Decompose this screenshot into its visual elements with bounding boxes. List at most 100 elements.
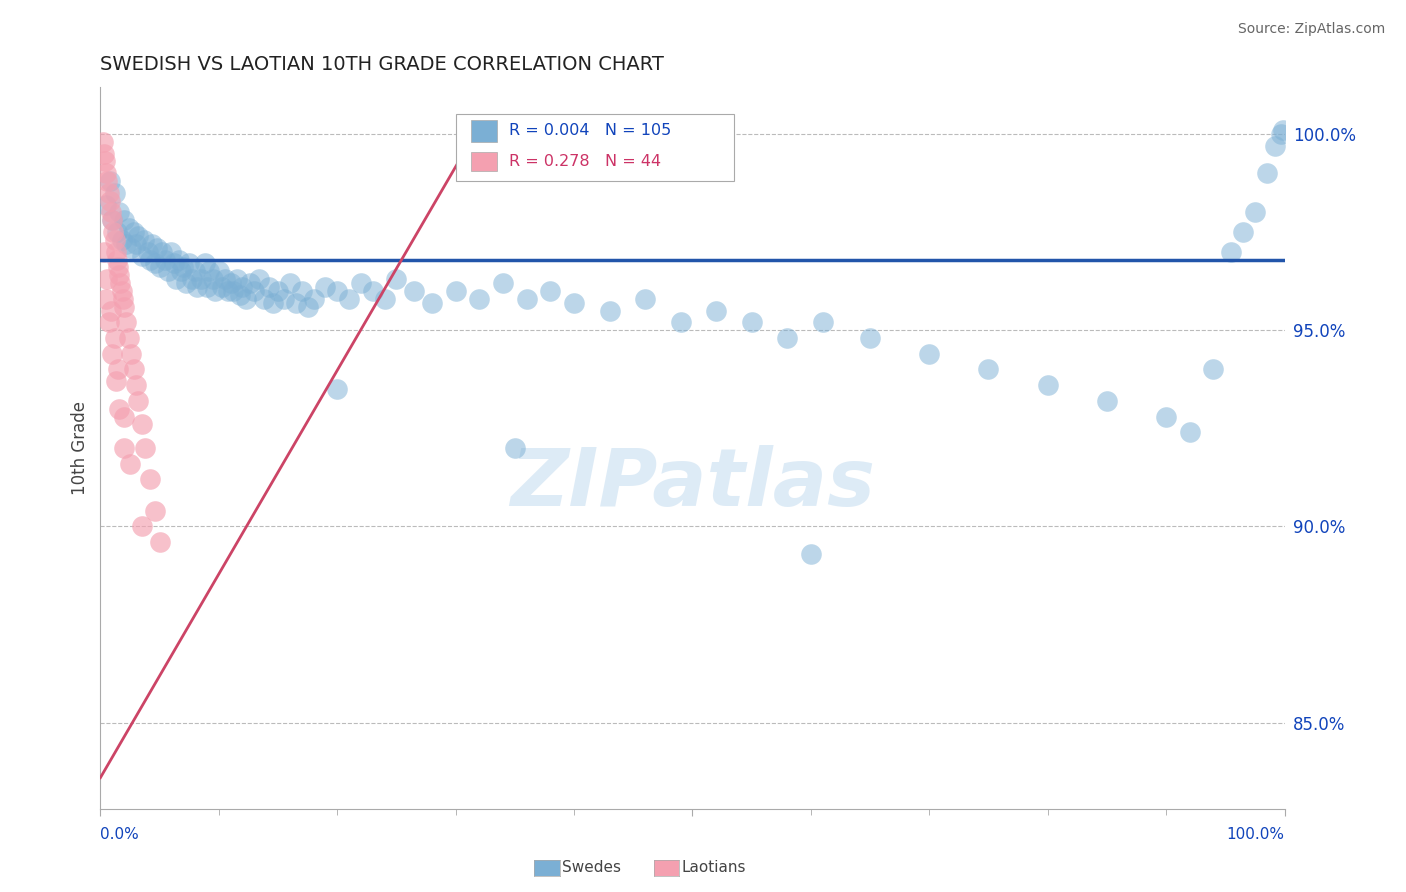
Point — [139, 252, 162, 267]
Point — [155, 252, 177, 267]
Point — [118, 331, 141, 345]
Point — [208, 264, 231, 278]
Text: Source: ZipAtlas.com: Source: ZipAtlas.com — [1237, 22, 1385, 37]
Point — [111, 292, 134, 306]
Point — [122, 225, 145, 239]
FancyBboxPatch shape — [471, 120, 498, 142]
Point — [120, 241, 142, 255]
Point — [146, 241, 169, 255]
Text: 100.0%: 100.0% — [1226, 827, 1285, 842]
FancyBboxPatch shape — [471, 152, 498, 171]
Point — [291, 284, 314, 298]
Point — [112, 213, 135, 227]
Point — [193, 256, 215, 270]
Point — [186, 280, 208, 294]
Point — [148, 535, 170, 549]
Point — [214, 272, 236, 286]
Point — [165, 272, 187, 286]
Point — [538, 284, 561, 298]
Point — [156, 264, 179, 278]
Text: Laotians: Laotians — [682, 861, 747, 875]
Point — [1232, 225, 1254, 239]
Text: ZIPatlas: ZIPatlas — [510, 445, 875, 523]
Point — [314, 280, 336, 294]
Point — [150, 244, 173, 259]
Point — [104, 244, 127, 259]
Point — [143, 504, 166, 518]
Point — [96, 166, 118, 180]
Point — [170, 264, 193, 278]
Point — [134, 233, 156, 247]
Text: Swedes: Swedes — [562, 861, 621, 875]
Point — [101, 347, 124, 361]
Point — [267, 284, 290, 298]
Point — [243, 284, 266, 298]
Point — [105, 252, 128, 267]
Point — [127, 229, 149, 244]
Point — [115, 315, 138, 329]
Point — [776, 331, 799, 345]
Point — [337, 292, 360, 306]
Point — [103, 331, 125, 345]
Point — [174, 276, 197, 290]
Point — [562, 295, 585, 310]
Point — [96, 197, 118, 211]
Point — [257, 280, 280, 294]
Point — [110, 276, 132, 290]
Point — [1264, 138, 1286, 153]
Point — [918, 347, 941, 361]
Point — [112, 300, 135, 314]
Point — [1202, 362, 1225, 376]
Point — [172, 260, 194, 275]
Point — [98, 174, 121, 188]
Point — [167, 252, 190, 267]
Point — [105, 225, 128, 239]
Point — [253, 292, 276, 306]
Point — [229, 288, 252, 302]
Point — [103, 233, 125, 247]
Point — [204, 284, 226, 298]
Point — [103, 225, 125, 239]
Point — [235, 292, 257, 306]
Point — [599, 303, 621, 318]
Point — [179, 256, 201, 270]
Point — [201, 272, 224, 286]
Point — [444, 284, 467, 298]
Point — [139, 472, 162, 486]
Point — [97, 315, 120, 329]
Point — [741, 315, 763, 329]
Point — [262, 295, 284, 310]
Point — [94, 154, 117, 169]
Point — [184, 264, 207, 278]
Point — [385, 272, 408, 286]
Point — [350, 276, 373, 290]
Point — [112, 409, 135, 424]
Point — [1270, 127, 1292, 141]
Point — [100, 205, 122, 219]
Point — [284, 295, 307, 310]
Point — [160, 244, 183, 259]
Point — [1178, 425, 1201, 440]
Point — [1036, 378, 1059, 392]
Point — [141, 236, 163, 251]
Point — [1256, 166, 1278, 180]
Point — [111, 284, 134, 298]
Point — [198, 264, 221, 278]
Point — [107, 362, 129, 376]
Point — [225, 272, 247, 286]
Point — [120, 347, 142, 361]
Point — [211, 280, 233, 294]
Point — [297, 300, 319, 314]
Point — [108, 205, 131, 219]
Point — [136, 244, 159, 259]
FancyBboxPatch shape — [456, 114, 734, 181]
Point — [107, 260, 129, 275]
Point — [125, 378, 148, 392]
Text: SWEDISH VS LAOTIAN 10TH GRADE CORRELATION CHART: SWEDISH VS LAOTIAN 10TH GRADE CORRELATIO… — [100, 55, 664, 74]
Point — [118, 457, 141, 471]
Text: 0.0%: 0.0% — [100, 827, 139, 842]
Point — [811, 315, 834, 329]
Point — [118, 221, 141, 235]
Point — [101, 213, 124, 227]
Point — [1154, 409, 1177, 424]
